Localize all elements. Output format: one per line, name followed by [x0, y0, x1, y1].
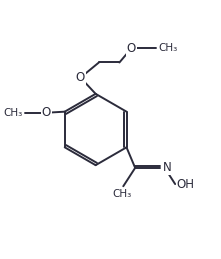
Text: O: O: [42, 106, 51, 119]
Text: O: O: [127, 42, 136, 55]
Text: CH₃: CH₃: [4, 108, 23, 118]
Text: OH: OH: [176, 178, 194, 191]
Text: CH₃: CH₃: [158, 44, 177, 53]
Text: O: O: [76, 71, 85, 84]
Text: N: N: [163, 161, 171, 174]
Text: CH₃: CH₃: [112, 189, 132, 199]
